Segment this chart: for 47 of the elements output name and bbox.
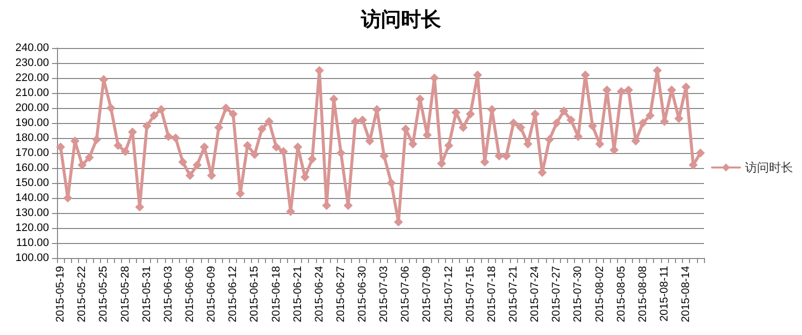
y-tick-label: 100.00 [15,252,49,264]
y-tick-label: 110.00 [16,237,49,249]
chart-title: 访问时长 [360,7,442,31]
x-tick-label: 2015-05-25 [98,266,110,322]
x-tick-label: 2015-07-24 [529,266,542,322]
y-tick-label: 190.00 [15,117,49,129]
x-tick-label: 2015-08-08 [636,266,649,322]
y-tick-label: 240.00 [15,42,49,54]
y-tick-label: 150.00 [15,177,49,189]
x-tick-label: 2015-05-22 [76,266,88,322]
x-tick-label: 2015-07-12 [442,266,455,322]
y-tick-label: 120.00 [15,222,49,234]
x-tick-label: 2015-06-24 [313,266,326,322]
y-tick-label: 130.00 [15,207,49,219]
y-tick-label: 160.00 [15,162,49,174]
y-tick-label: 210.00 [15,87,49,99]
y-tick-label: 230.00 [15,57,49,69]
x-tick-label: 2015-06-18 [270,266,282,322]
y-tick-label: 180.00 [15,132,49,144]
x-tick-label: 2015-05-31 [140,266,153,322]
x-tick-label: 2015-07-27 [550,266,563,322]
x-tick-label: 2015-08-14 [680,266,692,322]
x-tick-label: 2015-07-09 [421,266,434,322]
y-tick-label: 170.00 [15,147,49,159]
x-tick-label: 2015-06-03 [162,266,174,322]
x-tick-label: 2015-08-05 [615,266,628,322]
x-tick-label: 2015-05-19 [54,266,67,322]
x-tick-label: 2015-06-09 [206,266,218,322]
x-tick-label: 2015-06-27 [334,266,347,322]
x-tick-label: 2015-07-15 [464,266,476,322]
x-tick-label: 2015-06-21 [292,266,304,322]
y-tick-label: 220.00 [15,72,49,84]
x-tick-label: 2015-07-30 [572,266,584,322]
x-tick-label: 2015-06-12 [227,266,240,322]
y-tick-label: 140.00 [15,192,49,204]
x-tick-label: 2015-06-15 [248,266,261,322]
x-tick-label: 2015-08-11 [658,266,670,322]
x-tick-label: 2015-05-28 [119,266,132,322]
x-tick-label: 2015-08-02 [594,266,606,322]
x-tick-label: 2015-07-03 [378,266,390,322]
x-tick-label: 2015-07-18 [486,266,498,322]
y-tick-label: 200.00 [15,102,49,114]
x-tick-label: 2015-07-06 [400,266,412,322]
x-tick-label: 2015-06-06 [184,266,196,322]
x-tick-label: 2015-06-30 [356,266,369,322]
legend-label: 访问时长 [745,160,793,174]
x-tick-label: 2015-07-21 [507,266,520,322]
